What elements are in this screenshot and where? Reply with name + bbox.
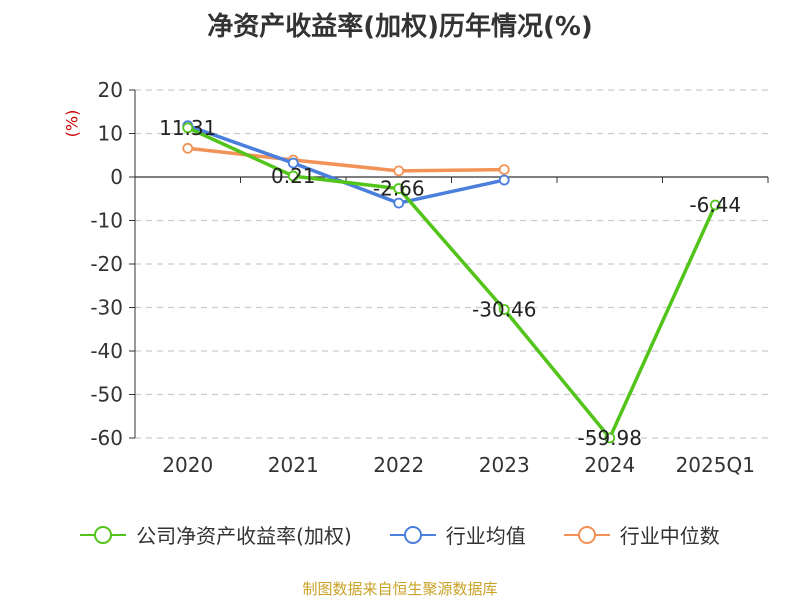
- data-point[interactable]: [182, 122, 194, 134]
- y-tick-label: 0: [110, 165, 123, 189]
- data-label: -59.98: [578, 426, 642, 450]
- source-footer: 制图数据来自恒生聚源数据库: [302, 580, 498, 598]
- y-tick-label: 20: [98, 78, 123, 102]
- x-tick-label: 2023: [479, 453, 530, 477]
- data-point[interactable]: [498, 174, 510, 186]
- legend-label-industry-mean: 行业均值: [445, 524, 526, 548]
- series-layer: [182, 120, 721, 444]
- legend-label-company: 公司净资产收益率(加权): [136, 524, 352, 548]
- y-tick-label: -10: [90, 209, 123, 233]
- data-label: -2.66: [373, 177, 425, 201]
- x-tick-label: 2020: [162, 453, 213, 477]
- y-tick-label: 10: [98, 122, 123, 146]
- data-point[interactable]: [393, 197, 405, 209]
- data-point[interactable]: [287, 170, 299, 182]
- legend-item-industry-median[interactable]: 行业中位数: [563, 520, 720, 549]
- y-tick-label: -60: [90, 426, 123, 450]
- axis-layer: 20 10 0 -10 -20 -30 -40 -50 -60 2020 2021 2022 2023 2…: [90, 78, 769, 477]
- data-point[interactable]: [604, 432, 616, 444]
- x-tick-label: 2022: [373, 453, 424, 477]
- x-tick-label: 2021: [268, 453, 319, 477]
- data-point[interactable]: [498, 304, 510, 315]
- data-label: -6.44: [689, 193, 741, 217]
- data-label-layer: 11.31 0.21 -2.66 -30.46 -59.98 -6.44: [159, 116, 741, 450]
- y-tick-label: -40: [90, 339, 123, 363]
- legend-line-circle-icon: [80, 525, 127, 544]
- x-tick-label: 2024: [584, 453, 635, 477]
- data-point[interactable]: [393, 165, 405, 177]
- y-tick-label: -20: [90, 252, 123, 276]
- data-point[interactable]: [709, 199, 721, 211]
- data-point[interactable]: [287, 157, 299, 169]
- legend-label-industry-median: 行业中位数: [619, 524, 720, 548]
- legend-item-company[interactable]: 公司净资产收益率(加权): [80, 520, 352, 549]
- legend: 公司净资产收益率(加权) 行业均值 行业中位数: [0, 520, 800, 549]
- x-tick-label: 2025Q1: [676, 453, 755, 477]
- data-point[interactable]: [498, 164, 510, 176]
- y-tick-label: -30: [90, 296, 123, 320]
- data-label: -30.46: [472, 298, 536, 322]
- chart-title: 净资产收益率(加权)历年情况(%): [207, 12, 593, 42]
- data-label: 11.31: [159, 116, 216, 140]
- data-point[interactable]: [182, 142, 194, 154]
- data-label: 0.21: [271, 164, 316, 188]
- y-tick-label: -50: [90, 383, 123, 407]
- legend-line-circle-icon: [563, 525, 610, 544]
- legend-line-circle-icon: [389, 525, 436, 544]
- data-point[interactable]: [393, 183, 405, 194]
- series-line: [186, 126, 717, 440]
- series-line: [186, 146, 506, 173]
- legend-item-industry-mean[interactable]: 行业均值: [389, 520, 526, 549]
